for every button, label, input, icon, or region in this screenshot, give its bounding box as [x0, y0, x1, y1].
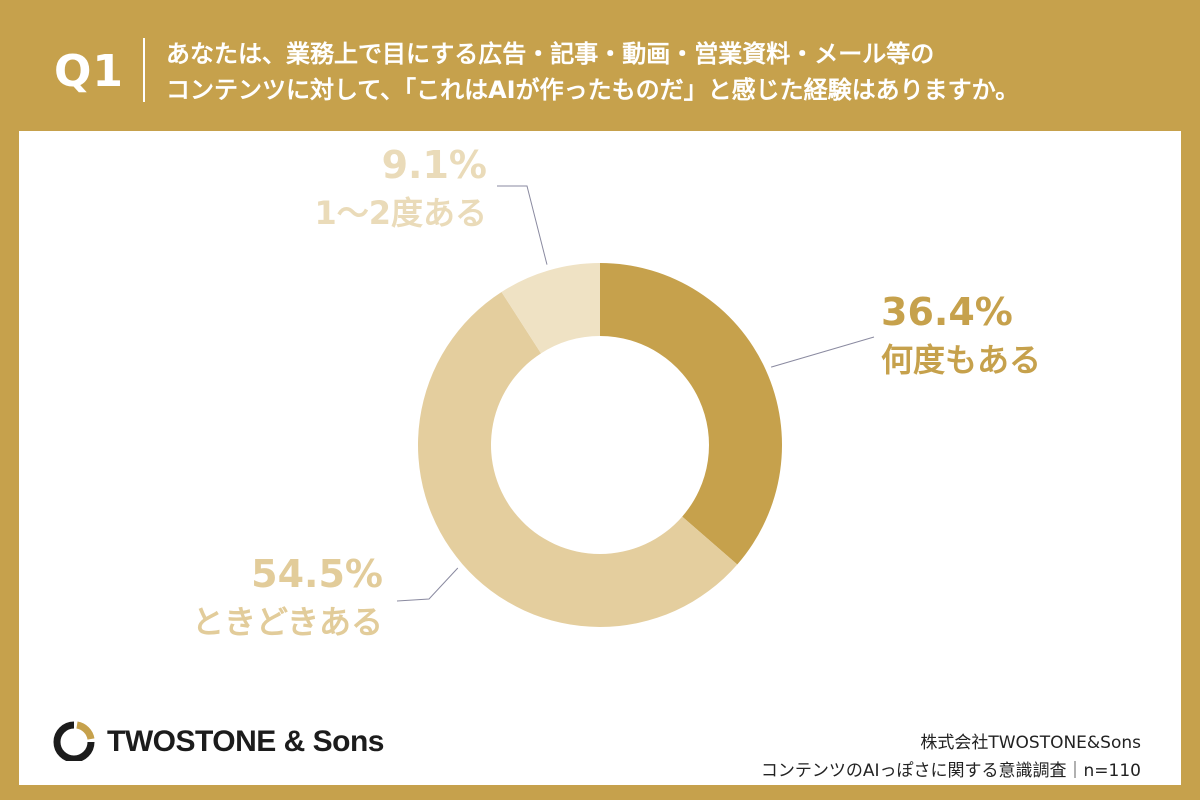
donut-chart: 36.4% 何度もある 54.5% ときどきある 9.1% 1〜2度ある [192, 143, 1041, 641]
header: Q1 あなたは、業務上で目にする広告・記事・動画・営業資料・メール等の コンテン… [0, 0, 1200, 130]
slice-category-label-3: 1〜2度ある [314, 194, 487, 232]
leader-line-3 [497, 185, 548, 265]
question-number: Q1 [54, 46, 125, 97]
logo-text: TWOSTONE & Sons [107, 725, 384, 758]
donut-slice-1 [600, 263, 782, 565]
leader-line-1 [770, 336, 875, 368]
source-survey: コンテンツのAIっぽさに関する意識調査｜n=110 [760, 761, 1141, 781]
leader-line-2 [396, 567, 459, 602]
donut-slice-3 [501, 263, 600, 354]
slice-category-label-2: ときどきある [192, 603, 383, 641]
slice-percent-label-2: 54.5% [251, 552, 383, 596]
chart-panel: 36.4% 何度もある 54.5% ときどきある 9.1% 1〜2度ある TWOSTONE… [19, 131, 1181, 785]
slice-percent-label-3: 9.1% [382, 143, 487, 187]
company-logo: TWOSTONE & Sons [47, 721, 384, 763]
slice-percent-label-1: 36.4% [881, 290, 1013, 334]
slice-category-label-1: 何度もある [881, 341, 1041, 379]
question-text: あなたは、業務上で目にする広告・記事・動画・営業資料・メール等の コンテンツに対… [166, 36, 1176, 108]
source-note: 株式会社TWOSTONE&Sons コンテンツのAIっぽさに関する意識調査｜n=… [761, 729, 1141, 785]
question-line-1: あなたは、業務上で目にする広告・記事・動画・営業資料・メール等の [166, 40, 935, 68]
source-company: 株式会社TWOSTONE&Sons [920, 733, 1141, 753]
header-divider [143, 38, 145, 102]
donut-slice-2 [417, 291, 738, 628]
question-line-2: コンテンツに対して、「これはAIが作ったものだ」と感じた経験はありますか。 [166, 76, 1020, 104]
logo-mark-icon [53, 721, 95, 763]
